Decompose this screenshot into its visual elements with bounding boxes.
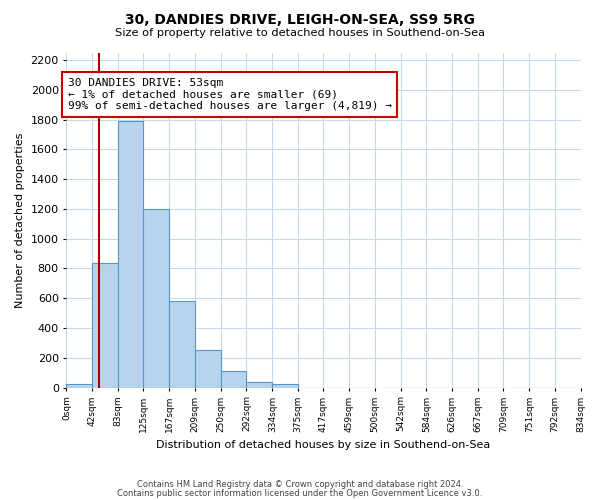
Bar [67, 384, 92, 388]
Text: Size of property relative to detached houses in Southend-on-Sea: Size of property relative to detached ho… [115, 28, 485, 38]
Bar [143, 209, 169, 388]
Bar [221, 370, 247, 388]
Text: 30, DANDIES DRIVE, LEIGH-ON-SEA, SS9 5RG: 30, DANDIES DRIVE, LEIGH-ON-SEA, SS9 5RG [125, 12, 475, 26]
Text: Contains HM Land Registry data © Crown copyright and database right 2024.: Contains HM Land Registry data © Crown c… [137, 480, 463, 489]
Text: Contains public sector information licensed under the Open Government Licence v3: Contains public sector information licen… [118, 488, 482, 498]
Bar [169, 300, 195, 388]
Text: 30 DANDIES DRIVE: 53sqm
← 1% of detached houses are smaller (69)
99% of semi-det: 30 DANDIES DRIVE: 53sqm ← 1% of detached… [68, 78, 392, 111]
Bar [247, 382, 272, 388]
X-axis label: Distribution of detached houses by size in Southend-on-Sea: Distribution of detached houses by size … [157, 440, 491, 450]
Y-axis label: Number of detached properties: Number of detached properties [15, 132, 25, 308]
Bar [92, 262, 118, 388]
Bar [272, 384, 298, 388]
Bar [195, 350, 221, 388]
Bar [118, 121, 143, 388]
